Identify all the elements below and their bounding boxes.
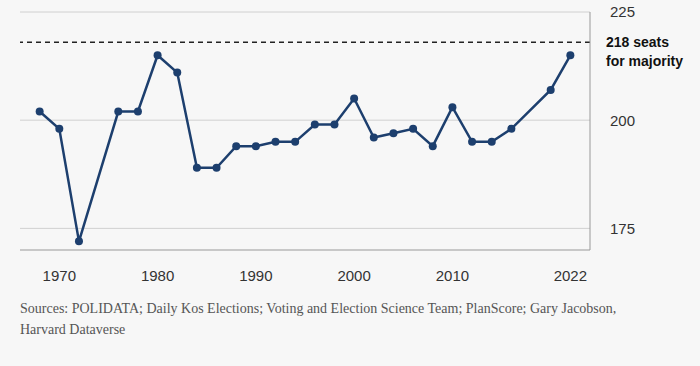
svg-text:2000: 2000 — [337, 267, 370, 284]
svg-text:1970: 1970 — [43, 267, 76, 284]
svg-text:200: 200 — [610, 112, 635, 129]
svg-text:2022: 2022 — [554, 267, 587, 284]
svg-text:2010: 2010 — [436, 267, 469, 284]
svg-text:1990: 1990 — [239, 267, 272, 284]
svg-text:175: 175 — [610, 220, 635, 237]
svg-text:218 seatsfor majority: 218 seatsfor majority — [606, 34, 683, 69]
html-text:Sources: POLIDATA; Daily Kos E: Sources: POLIDATA; Daily Kos Elections; … — [20, 301, 617, 337]
svg-text:1980: 1980 — [141, 267, 174, 284]
svg-text:225: 225 — [610, 3, 635, 20]
